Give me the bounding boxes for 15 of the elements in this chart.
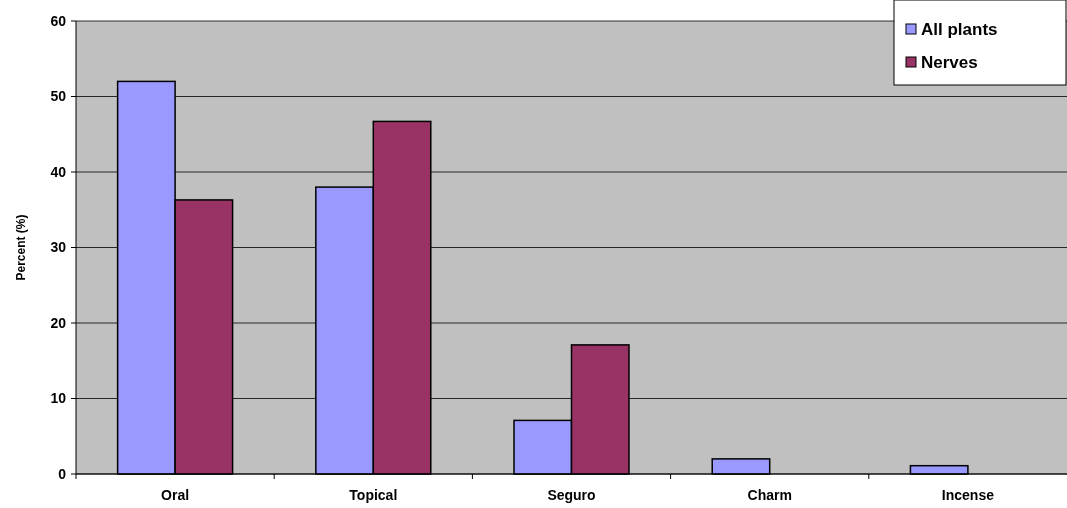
y-axis-title: Percent (%): [14, 214, 28, 281]
x-tick-label: Seguro: [547, 487, 596, 503]
x-tick-label: Oral: [161, 487, 190, 503]
y-tick-label: 10: [50, 390, 67, 407]
y-tick-label: 60: [50, 12, 67, 29]
y-tick-label: 20: [50, 314, 67, 331]
y-tick-label: 0: [58, 465, 67, 482]
legend-label: All plants: [921, 19, 998, 39]
y-tick-label: 30: [50, 239, 67, 256]
x-tick-label: Incense: [941, 487, 995, 503]
y-tick-label: 40: [50, 163, 67, 180]
x-tick-label: Charm: [747, 487, 792, 503]
y-tick-label: 50: [50, 88, 67, 105]
x-tick-label: Topical: [349, 487, 398, 503]
legend-label: Nerves: [921, 52, 978, 72]
